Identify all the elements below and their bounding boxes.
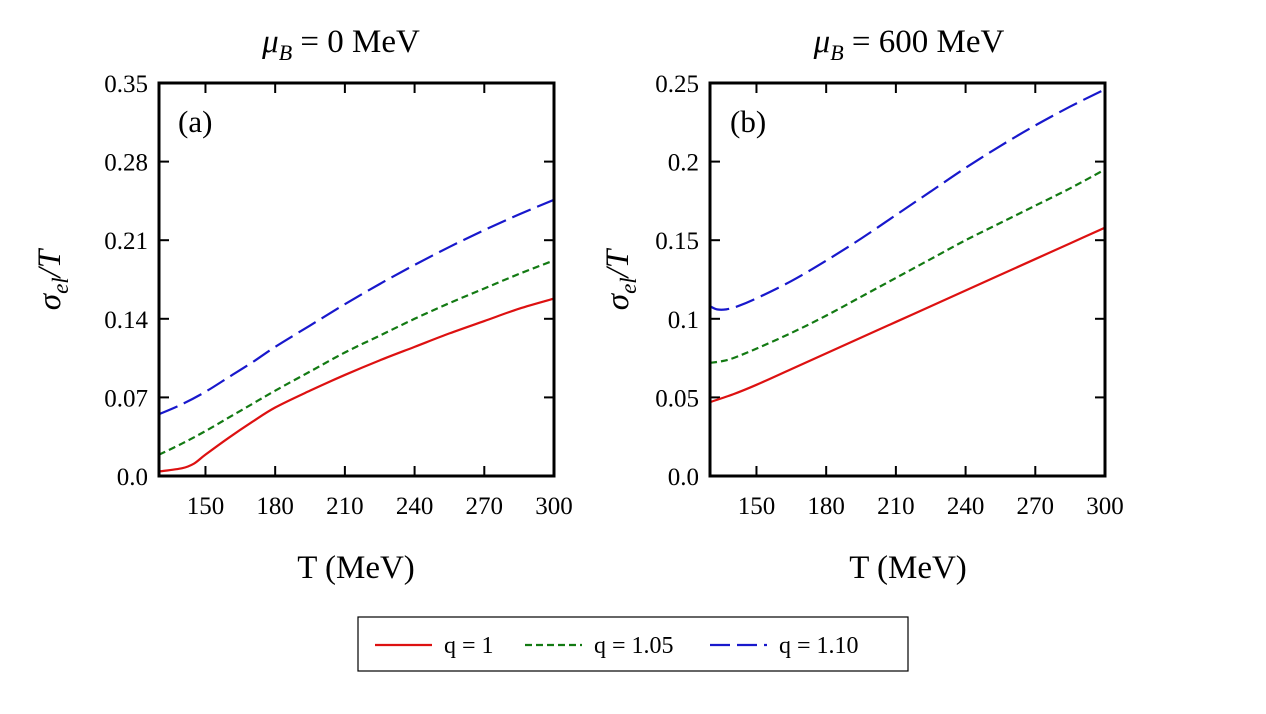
legend: q = 1 q = 1.05 q = 1.10 xyxy=(357,616,909,672)
panel-b-plot-area: 150 180 210 240 270 300 0.0 0.05 0.1 0.15 0.2 0.25 xyxy=(655,71,1124,520)
panel-a-label: (a) xyxy=(178,104,212,139)
panel-b-label: (b) xyxy=(730,104,766,139)
panel-a-xtick-label-2: 210 xyxy=(326,493,364,520)
panel-a-frame xyxy=(157,81,556,478)
panel-a-ylabel: σel/T xyxy=(32,247,73,310)
panel-a-ytick-label-2: 0.14 xyxy=(104,307,148,334)
panel-b-xlabel: T (MeV) xyxy=(849,550,967,586)
panel-a-xtick-label-0: 150 xyxy=(187,493,225,520)
panel-b-ylabel: σel/T xyxy=(600,247,641,310)
panel-b-series-q105 xyxy=(710,168,1105,364)
panel-b-ytick-label-4: 0.2 xyxy=(668,150,699,177)
legend-item-q110: q = 1.10 xyxy=(710,633,859,659)
panel-b-xtick-label-5: 300 xyxy=(1086,493,1124,520)
panel-a-series-q110 xyxy=(159,198,554,416)
panel-a-xtick-label-3: 240 xyxy=(396,493,434,520)
panel-b-xtick-label-0: 150 xyxy=(738,493,776,520)
panel-a-ytick-label-5: 0.35 xyxy=(104,71,148,98)
legend-label-q1: q = 1 xyxy=(444,633,494,659)
panel-b-ytick-label-1: 0.05 xyxy=(655,385,699,412)
panel-a-xtick-label-4: 270 xyxy=(466,493,504,520)
panel-b-ytick-label-5: 0.25 xyxy=(655,71,699,98)
legend-label-q110: q = 1.10 xyxy=(779,633,859,659)
panel-b-title: μB = 600 MeV xyxy=(813,24,1005,65)
panel-b-xtick-label-4: 270 xyxy=(1017,493,1055,520)
legend-box xyxy=(357,616,909,672)
legend-label-q105: q = 1.05 xyxy=(594,633,674,659)
panel-a-series-q1 xyxy=(159,297,554,473)
legend-item-q105: q = 1.05 xyxy=(525,633,674,659)
panel-a-plot-area: 150 180 210 240 270 300 0.0 0.07 0.14 0.21 0.28 0.3… xyxy=(104,71,573,520)
panel-a-ytick-label-3: 0.21 xyxy=(104,228,148,255)
panel-a: μB = 0 MeV σel/T T (MeV) 150 180 210 240 270… xyxy=(32,24,573,586)
panel-a-xtick-label-5: 300 xyxy=(535,493,573,520)
panel-a-title: μB = 0 MeV xyxy=(261,24,420,65)
panel-b-xtick-label-1: 180 xyxy=(807,493,845,520)
panel-a-series-q105 xyxy=(159,259,554,456)
panel-a-ytick-label-4: 0.28 xyxy=(104,150,148,177)
panel-a-xlabel: T (MeV) xyxy=(297,550,415,586)
panel-a-xtick-label-1: 180 xyxy=(256,493,294,520)
panel-b-frame xyxy=(708,81,1107,478)
panel-b-xtick-label-3: 240 xyxy=(947,493,985,520)
panel-b-ytick-label-3: 0.15 xyxy=(655,228,699,255)
panel-b-xtick-label-2: 210 xyxy=(877,493,915,520)
legend-item-q1: q = 1 xyxy=(375,633,494,659)
panel-b-series-q110 xyxy=(710,88,1105,311)
panel-b-ytick-label-2: 0.1 xyxy=(668,307,699,334)
panel-a-ytick-label-0: 0.0 xyxy=(117,464,148,491)
panel-b: μB = 600 MeV σel/T T (MeV) 150 180 210 240 2… xyxy=(600,24,1124,586)
panel-b-ytick-label-0: 0.0 xyxy=(668,464,699,491)
panel-a-ytick-label-1: 0.07 xyxy=(104,385,148,412)
panel-b-series-q1 xyxy=(710,226,1105,404)
